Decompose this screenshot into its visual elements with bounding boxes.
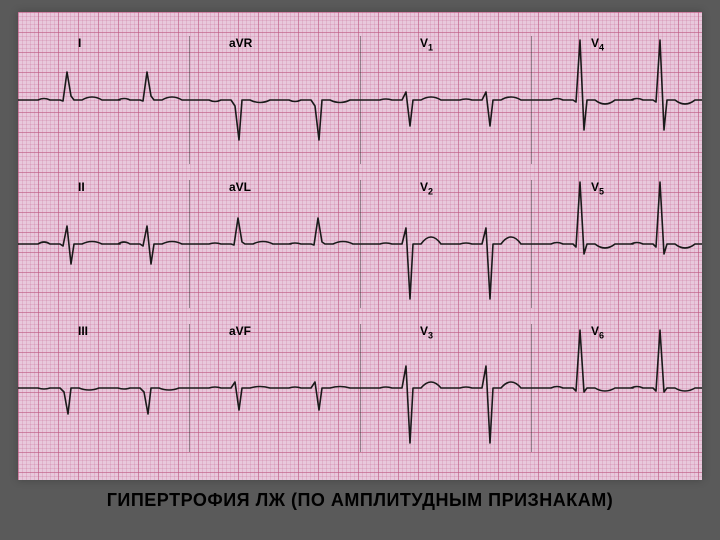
ecg-trace (18, 36, 189, 164)
ecg-trace (531, 324, 702, 452)
ecg-trace (189, 324, 360, 452)
ecg-row-3: IIIaVFV3V6 (18, 324, 702, 452)
ecg-trace (18, 324, 189, 452)
ecg-trace (18, 180, 189, 308)
ecg-trace (360, 36, 531, 164)
ecg-trace (189, 36, 360, 164)
ecg-row-2: IIaVLV2V5 (18, 180, 702, 308)
ecg-trace (531, 36, 702, 164)
figure-caption: ГИПЕРТРОФИЯ ЛЖ (ПО АМПЛИТУДНЫМ ПРИЗНАКАМ… (0, 490, 720, 511)
ecg-paper: IaVRV1V4 IIaVLV2V5 IIIaVFV3V6 (18, 12, 702, 480)
ecg-trace (189, 180, 360, 308)
ecg-trace (360, 180, 531, 308)
ecg-trace (531, 180, 702, 308)
ecg-row-1: IaVRV1V4 (18, 36, 702, 164)
ecg-trace (360, 324, 531, 452)
